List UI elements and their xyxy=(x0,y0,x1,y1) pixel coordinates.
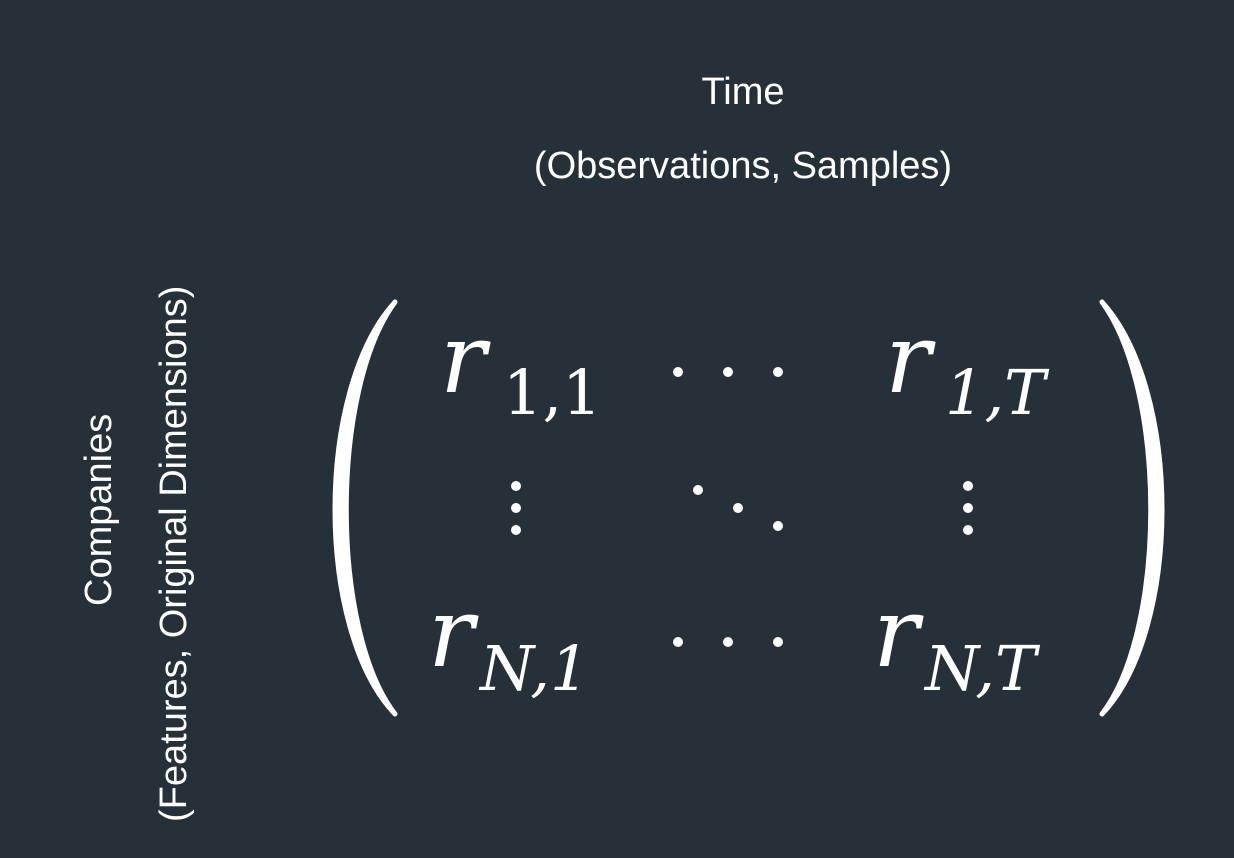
entry-bottom-right-subscript: N,T xyxy=(923,632,1041,705)
vertical-ellipsis-right xyxy=(963,481,973,535)
diagonal-ellipsis xyxy=(693,485,783,531)
entry-top-right-subscript: 1,T xyxy=(945,356,1050,429)
entry-top-left-subscript: 1,1 xyxy=(503,356,602,429)
entry-bottom-right-symbol: r xyxy=(873,577,924,689)
column-axis-subtitle: (Observations, Samples) xyxy=(533,145,953,187)
horizontal-ellipsis-top xyxy=(673,367,783,377)
horizontal-ellipsis-bottom xyxy=(673,637,783,647)
entry-top-left-symbol: r xyxy=(440,303,491,415)
vertical-ellipsis-left xyxy=(511,481,521,535)
right-parenthesis xyxy=(1099,299,1165,717)
column-axis-title: Time xyxy=(701,71,785,113)
entry-bottom-left-subscript: N,1 xyxy=(478,632,589,705)
entry-top-right-symbol: r xyxy=(885,303,936,415)
entry-bottom-left-symbol: r xyxy=(428,577,479,689)
left-parenthesis xyxy=(332,299,398,717)
